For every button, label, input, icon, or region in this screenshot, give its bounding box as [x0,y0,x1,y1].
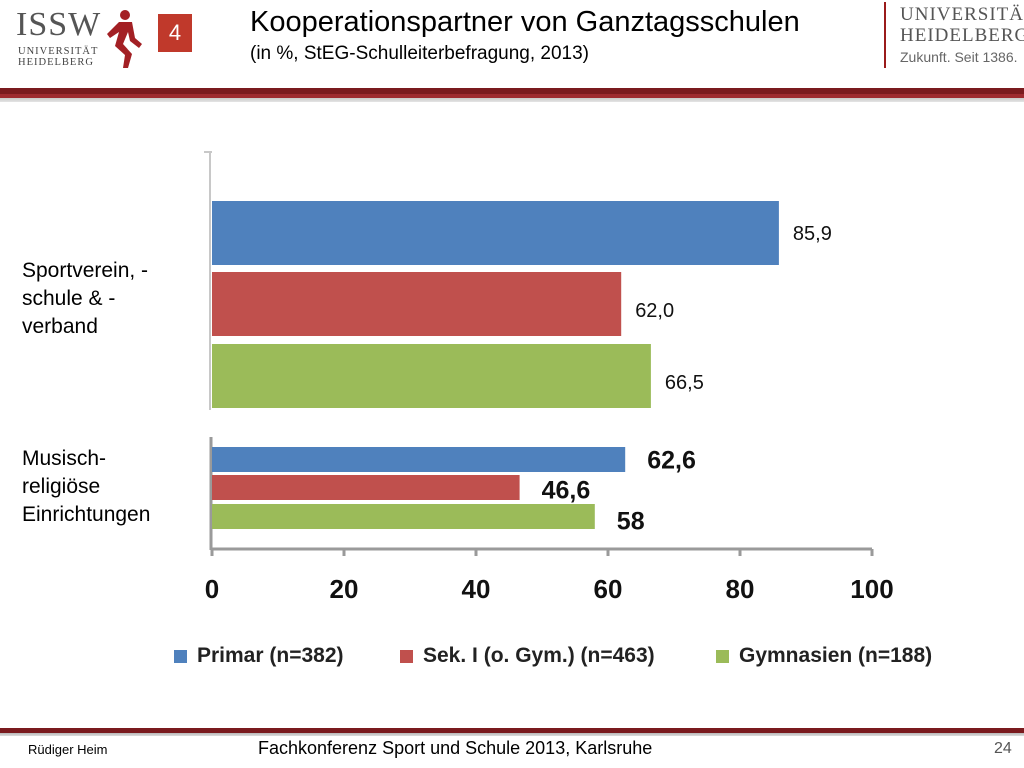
category-label-line: Musisch- [22,447,107,470]
legend-label-primar: Primar (n=382) [197,644,344,667]
slide-title: Kooperationspartner von Ganztagsschulen [250,6,800,38]
footer-band [0,728,1024,736]
x-tick-label: 20 [330,574,359,604]
slide-subtitle: (in %, StEG-Schulleiterbefragung, 2013) [250,43,590,64]
legend-swatch-gymnasien [716,649,729,663]
bar-primar [212,447,626,472]
footer-event: Fachkonferenz Sport und Schule 2013, Kar… [258,738,653,758]
footer-author: Rüdiger Heim [28,742,108,757]
legend-item-sek1: Sek. I (o. Gym.) (n=463) [400,644,655,668]
university-logo-line1: UNIVERSITÄT [900,4,1024,25]
slide-number-badge: 4 [158,14,192,52]
legend-item-primar: Primar (n=382) [174,644,344,668]
x-tick-label: 80 [726,574,755,604]
university-logo-line2: HEIDELBERG [900,25,1024,46]
bar-gymnasien [212,344,651,408]
legend-swatch-sek1 [400,649,413,663]
bar-gymnasien [212,504,595,529]
legend-swatch-primar [174,649,187,663]
issw-logo-subtext: UNIVERSITÄT HEIDELBERG [18,46,98,68]
university-logo-slogan: Zukunft. Seit 1386. [900,49,1018,65]
data-label: 62,6 [647,447,696,475]
x-tick-label: 100 [850,574,893,604]
x-tick-label: 60 [594,574,623,604]
issw-logo-sub1: UNIVERSITÄT [18,46,99,57]
bar-primar [212,201,779,265]
bar-sek1 [212,475,520,500]
legend-label-sek1: Sek. I (o. Gym.) (n=463) [423,644,655,667]
x-tick-label: 40 [462,574,491,604]
header-divider [884,2,886,68]
data-label: 46,6 [542,477,591,505]
footer-page-number: 24 [994,740,1012,757]
header-band [0,88,1024,102]
legend-item-gymnasien: Gymnasien (n=188) [716,644,932,668]
runner-icon [107,10,142,68]
category-label-music: Musisch- religiöse Einrichtungen [22,445,150,529]
category-label-sport: Sportverein, - schule & - verband [22,257,148,341]
university-logo: UNIVERSITÄT HEIDELBERG Zukunft. Seit 138… [900,4,1024,66]
category-label-line: schule & - [22,287,116,310]
legend-label-gymnasien: Gymnasien (n=188) [739,644,933,667]
x-tick-label: 0 [205,574,219,604]
data-label: 85,9 [793,223,832,245]
data-label: 66,5 [665,372,704,394]
data-label: 62,0 [635,300,674,322]
issw-logo: ISSW UNIVERSITÄT HEIDELBERG [14,4,142,70]
category-label-line: Einrichtungen [22,503,151,526]
data-label: 58 [617,508,645,536]
bar-sek1 [212,272,622,336]
category-label-line: verband [22,315,98,338]
category-label-line: religiöse [22,475,101,498]
issw-logo-sub2: HEIDELBERG [18,57,94,68]
category-label-line: Sportverein, - [22,259,149,282]
issw-logo-text: ISSW [16,6,102,43]
